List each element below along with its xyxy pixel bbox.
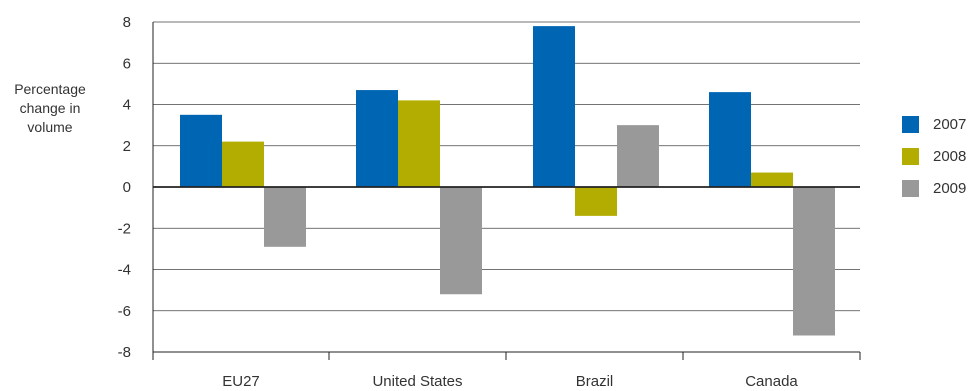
axes [152,22,861,360]
y-tick-label: 4 [123,97,131,114]
y-tick-label: -8 [118,344,131,361]
y-tick-label: 0 [123,179,131,196]
bar-2007-eu27 [180,114,222,187]
y-tick-label: -6 [118,303,131,320]
bar-2008-united-states [398,100,440,187]
bar-2009-united-states [440,187,482,295]
bar-2008-canada [751,172,793,187]
bar-2008-brazil [575,187,617,216]
legend-swatch-2007 [902,115,919,133]
y-tick-label: -2 [118,220,131,237]
legend-label-2009: 2009 [933,179,967,197]
bar-2007-brazil [533,26,575,187]
x-tick-label: Brazil [576,373,614,390]
y-tick-label: 2 [123,138,131,155]
bar-2007-canada [709,92,751,187]
bars [180,26,835,336]
y-tick-labels: 8 6 4 2 0 -2 -4 -6 -8 [118,14,131,361]
legend-label-2007: 2007 [933,115,967,133]
legend-label-2008: 2008 [933,147,967,165]
bar-2009-canada [793,187,835,336]
legend-swatch-2008 [902,147,919,165]
x-tick-label: EU27 [222,373,260,390]
x-tick-label: Canada [745,373,798,390]
x-tick-label: United States [372,373,462,390]
legend-item-2007: 2007 [902,108,966,140]
legend-swatch-2009 [902,179,919,197]
legend-item-2008: 2008 [902,140,966,172]
bar-2009-eu27 [264,187,306,247]
y-axis-label: Percentage change in volume [14,81,86,135]
bar-2008-eu27 [222,141,264,187]
x-tick-labels: EU27 United States Brazil Canada [222,373,798,390]
bar-2009-brazil [617,125,659,187]
y-tick-label: 8 [123,14,131,31]
legend-item-2009: 2009 [902,172,966,204]
bar-2007-united-states [356,90,398,187]
y-tick-label: 6 [123,55,131,72]
legend: 2007 2008 2009 [902,108,966,204]
y-tick-label: -4 [118,262,131,279]
